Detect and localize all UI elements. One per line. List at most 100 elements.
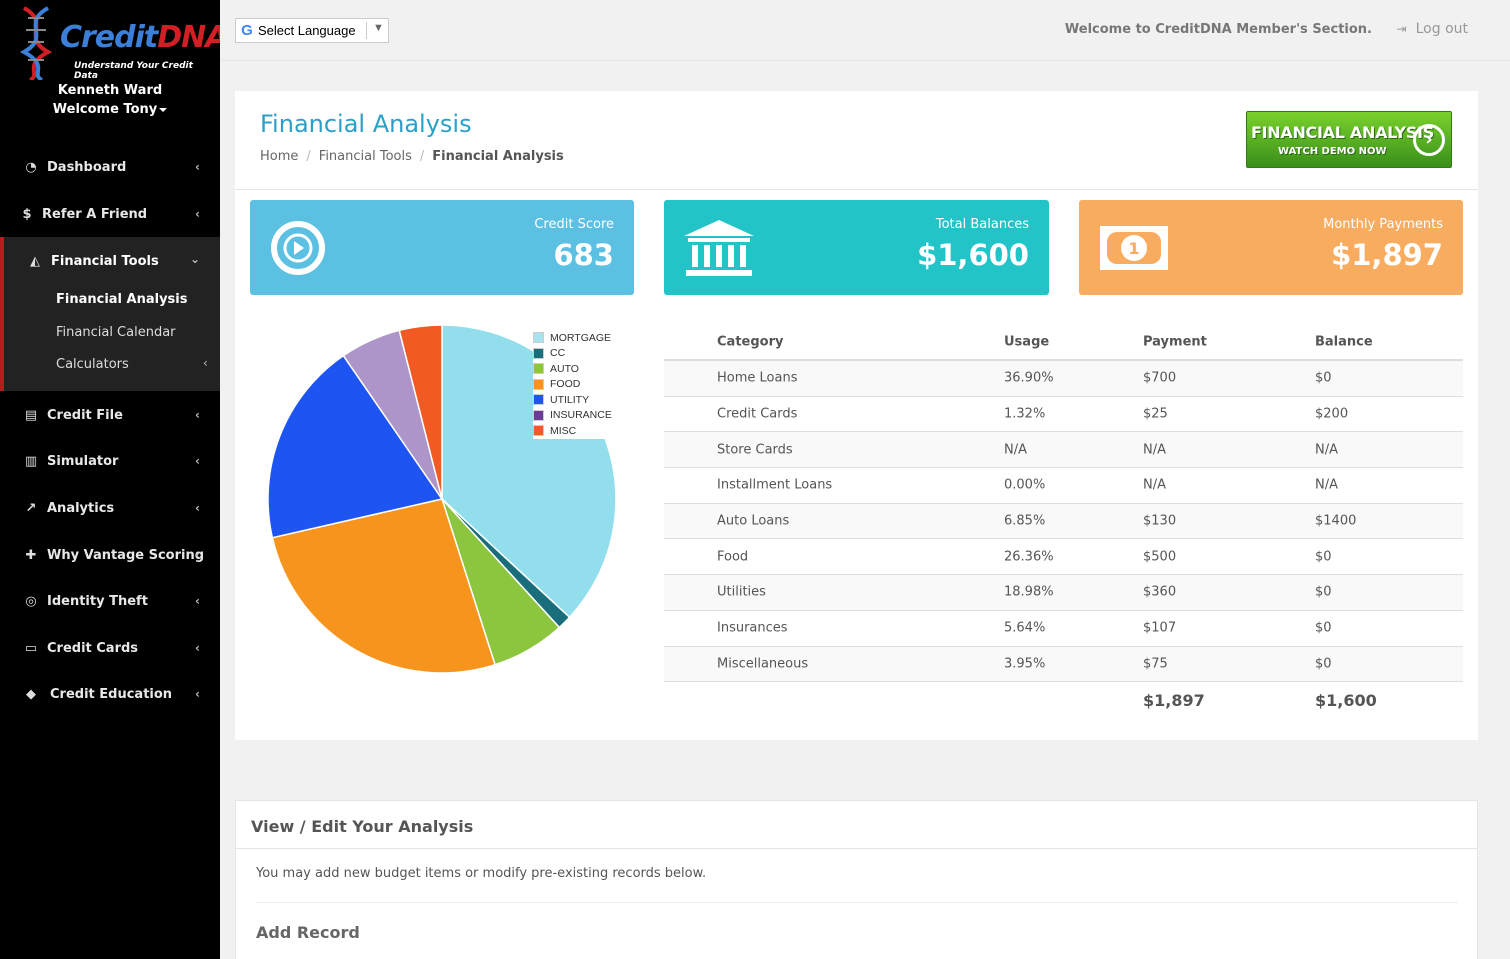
pie-slice-food[interactable] — [271, 498, 496, 674]
table-row: Miscellaneous 3.95% $75 $0 — [664, 646, 1463, 683]
chevron-left-icon: ‹ — [195, 408, 200, 422]
chevron-left-icon: ‹ — [195, 687, 200, 701]
table-cell: Miscellaneous — [717, 656, 809, 672]
nav-financial-tools[interactable]: ◭ Financial Tools ⌄ — [30, 252, 200, 269]
page-title: Financial Analysis — [260, 110, 472, 138]
watch-demo-button[interactable]: FINANCIAL ANALYSIS WATCH DEMO NOW › — [1246, 111, 1452, 168]
nav-dashboard[interactable]: ◔ Dashboard ‹ — [25, 159, 200, 175]
table-cell: $0 — [1315, 620, 1332, 636]
table-cell: $500 — [1143, 549, 1177, 565]
table-row: Food 26.36% $500 $0 — [664, 539, 1463, 576]
table-row: Utilities 18.98% $360 $0 — [664, 575, 1463, 611]
graduation-cap-icon: ◆ — [26, 686, 36, 702]
breadcrumb-current: Financial Analysis — [432, 149, 564, 164]
legend-label: AUTO — [550, 362, 579, 375]
sign-out-icon: ⇥ — [1396, 22, 1407, 36]
add-record-heading: Add Record — [256, 923, 360, 942]
puzzle-icon: ✚ — [25, 547, 37, 563]
table-cell: $130 — [1143, 513, 1177, 529]
nav-credit-education[interactable]: ◆ Credit Education ‹ — [26, 686, 200, 702]
table-cell: $1400 — [1315, 513, 1357, 529]
table-cell: 26.36% — [1004, 549, 1054, 565]
total-balance: $1,600 — [1315, 691, 1377, 710]
table-cell: 6.85% — [1004, 513, 1046, 529]
pie-slice-misc[interactable] — [398, 324, 443, 500]
table-cell: $0 — [1315, 584, 1332, 600]
table-row: Insurances 5.64% $107 $0 — [664, 611, 1463, 647]
breadcrumb: Home / Financial Tools / Financial Analysis — [260, 149, 564, 164]
google-icon: G — [241, 22, 253, 39]
legend-label: UTILITY — [550, 393, 590, 406]
legend-label: CC — [550, 347, 566, 360]
table-cell: Installment Loans — [717, 477, 833, 493]
table-row: Installment Loans 0.00% N/A N/A — [664, 468, 1463, 504]
chevron-left-icon: ‹ — [195, 594, 200, 608]
nav-financial-calendar[interactable]: Financial Calendar — [56, 325, 176, 340]
credit-score-card: Credit Score 683 — [250, 200, 634, 295]
nav-analytics[interactable]: ↗ Analytics ‹ — [25, 500, 200, 516]
table-cell: 0.00% — [1004, 477, 1046, 493]
chevron-down-icon: ⌄ — [189, 252, 200, 266]
breadcrumb-financial-tools[interactable]: Financial Tools — [318, 149, 412, 164]
table-cell: 36.90% — [1004, 370, 1054, 386]
dashboard-icon: ◔ — [25, 159, 37, 175]
total-payment: $1,897 — [1143, 691, 1205, 710]
nav-financial-analysis[interactable]: Financial Analysis — [56, 292, 188, 307]
breadcrumb-home[interactable]: Home — [260, 149, 299, 164]
language-select[interactable]: G Select Language ▼ — [235, 18, 389, 43]
chevron-left-icon: ‹ — [195, 160, 200, 174]
creditdna-logo[interactable]: CreditDNA Understand Your Credit Data — [12, 6, 229, 81]
table-cell: Credit Cards — [717, 406, 798, 422]
chevron-left-icon: ‹ — [195, 641, 200, 655]
chevron-left-icon: ‹ — [195, 501, 200, 515]
user-menu-toggle[interactable]: Welcome Tony — [0, 102, 220, 117]
user-name: Kenneth Ward — [57, 83, 163, 98]
legend-swatch — [533, 425, 544, 437]
line-chart-icon: ↗ — [25, 500, 37, 516]
table-cell: 5.64% — [1004, 620, 1046, 636]
legend-label: MORTGAGE — [550, 331, 612, 344]
pie-slice-utility[interactable] — [267, 354, 444, 539]
welcome-message: Welcome to CreditDNA Member's Section. — [1064, 22, 1372, 37]
financial-analysis-panel: Financial Analysis Home / Financial Tools /… — [235, 91, 1478, 740]
legend-swatch — [533, 363, 544, 375]
nav-identity-theft[interactable]: ◎ Identity Theft ‹ — [25, 593, 200, 609]
nav-credit-cards[interactable]: ▭ Credit Cards ‹ — [24, 640, 200, 656]
money-bill-icon: 1 — [1100, 226, 1168, 270]
credit-score-value: 683 — [553, 238, 614, 272]
table-cell: $700 — [1143, 370, 1177, 386]
legend-swatch — [533, 394, 544, 406]
logout-link[interactable]: ⇥ Log out — [1396, 21, 1468, 37]
edit-analysis-box: View / Edit Your Analysis You may add ne… — [235, 800, 1478, 959]
bank-icon — [684, 220, 754, 276]
nav-simulator[interactable]: ▥ Simulator ‹ — [24, 453, 200, 469]
caret-down-icon — [159, 107, 168, 112]
spending-pie-chart — [267, 324, 617, 674]
table-cell: $25 — [1143, 406, 1168, 422]
chevron-left-icon: ‹ — [195, 207, 200, 221]
table-totals: $1,897 $1,600 — [664, 691, 1463, 711]
nav-credit-file[interactable]: ▤ Credit File ‹ — [24, 407, 200, 423]
legend-item: FOOD — [533, 377, 643, 393]
table-cell: N/A — [1315, 477, 1338, 493]
svg-text:1: 1 — [1128, 239, 1139, 258]
edit-box-description: You may add new budget items or modify p… — [256, 866, 707, 881]
nav-refer-a-friend[interactable]: $ Refer A Friend ‹ — [0, 194, 220, 234]
dna-helix-icon — [19, 6, 53, 80]
legend-item: CC — [533, 346, 643, 362]
legend-item: MORTGAGE — [533, 330, 643, 346]
table-row: Auto Loans 6.85% $130 $1400 — [664, 503, 1463, 540]
table-row: Credit Cards 1.32% $25 $200 — [664, 397, 1463, 433]
dropdown-arrow-icon: ▼ — [373, 22, 384, 34]
legend-label: FOOD — [550, 378, 581, 391]
dollar-icon: $ — [22, 206, 32, 222]
table-header: Category Usage Payment Balance — [664, 324, 1463, 361]
nav-calculators[interactable]: Calculators — [56, 357, 129, 372]
nav-why-vantage-scoring[interactable]: ✚ Why Vantage Scoring ‹ — [25, 547, 205, 563]
table-row: Home Loans 36.90% $700 $0 — [664, 361, 1463, 397]
credit-card-icon: ▭ — [24, 640, 38, 656]
file-icon: ▤ — [24, 407, 38, 423]
legend-swatch — [533, 409, 544, 421]
table-cell: $0 — [1315, 370, 1332, 386]
bar-chart-icon: ▥ — [24, 453, 38, 469]
